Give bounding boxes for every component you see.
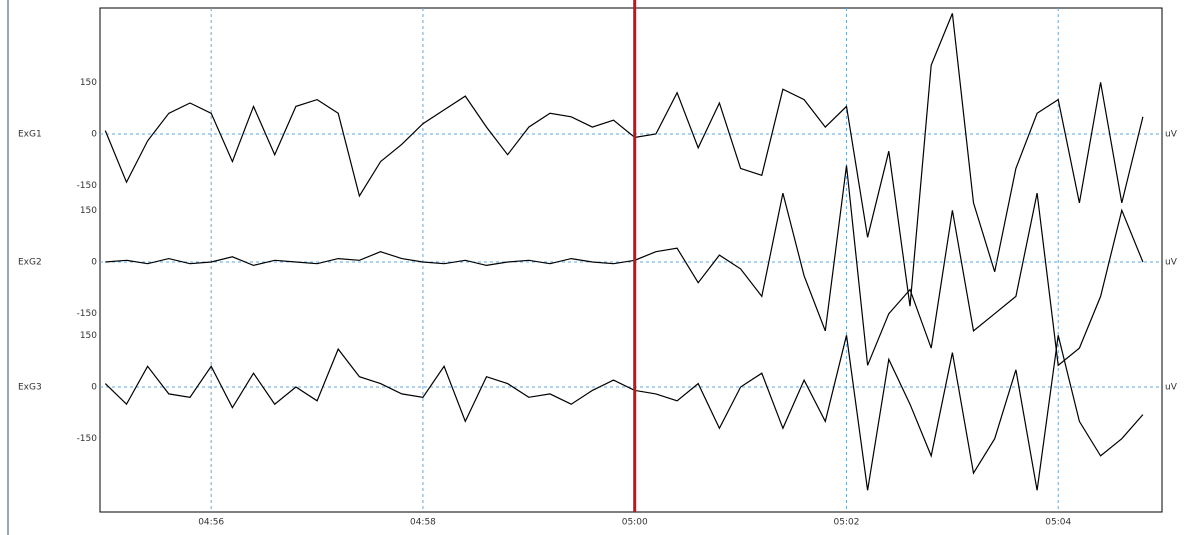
- y-tick-label: -150: [77, 434, 98, 444]
- trace: [104, 335, 1144, 491]
- y-tick-label: 0: [91, 383, 97, 393]
- x-tick-label: 05:04: [1045, 518, 1071, 528]
- x-tick-label: 04:58: [410, 518, 436, 528]
- y-tick-label: 150: [80, 206, 97, 216]
- x-tick-label: 05:00: [622, 518, 648, 528]
- y-tick-label: -150: [77, 181, 98, 191]
- unit-label: uV: [1165, 258, 1178, 268]
- channel-label: ExG3: [18, 383, 42, 393]
- trace: [104, 13, 1144, 307]
- x-tick-label: 04:56: [198, 518, 224, 528]
- unit-label: uV: [1165, 130, 1178, 140]
- plot-frame: [99, 7, 1163, 513]
- channel-label: ExG1: [18, 130, 42, 140]
- y-tick-label: 0: [91, 130, 97, 140]
- y-tick-label: 150: [80, 78, 97, 88]
- x-tick-label: 05:02: [834, 518, 860, 528]
- plot-area: [100, 8, 1162, 512]
- unit-label: uV: [1165, 383, 1178, 393]
- trace: [105, 165, 1144, 367]
- y-tick-label: -150: [77, 309, 98, 319]
- y-tick-label: 150: [80, 331, 97, 341]
- channel-label: ExG2: [18, 258, 42, 268]
- y-tick-label: 0: [91, 258, 97, 268]
